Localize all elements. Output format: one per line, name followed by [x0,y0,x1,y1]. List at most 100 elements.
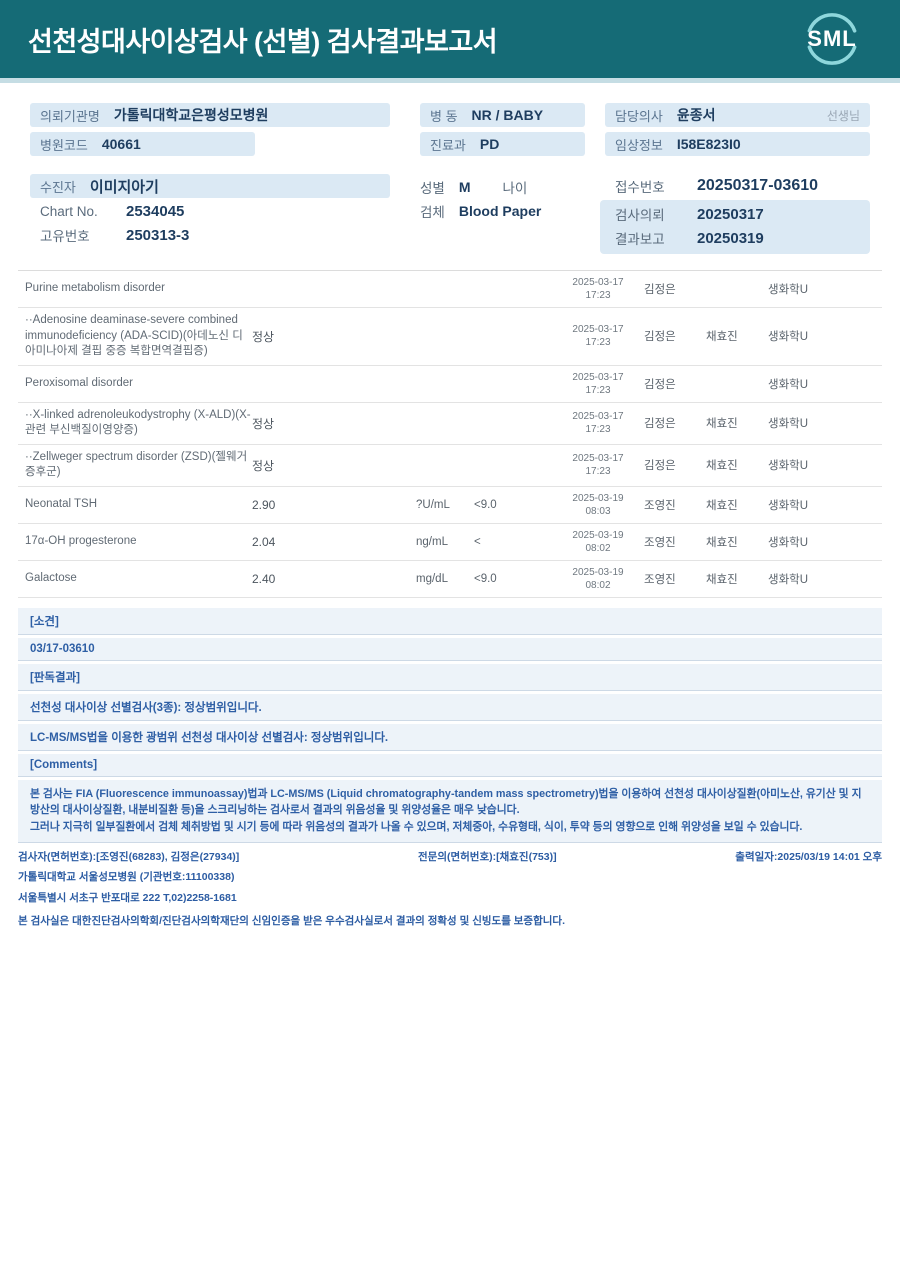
test-datetime: 2025-03-17 17:23 [572,411,624,436]
analyst-name: 조영진 [644,499,676,512]
findings-row: 03/17-03610 [18,637,882,661]
test-name: Neonatal TSH [25,497,98,510]
test-datetime: 2025-03-17 17:23 [572,453,624,478]
specimen-field: 검체 Blood Paper [420,201,541,221]
test-result: 2.40 [252,571,276,586]
attending-doctor-field: 담당의사 윤종서 선생님 [605,103,870,127]
sml-logo-text: SML [807,26,857,51]
field-value: PD [479,136,500,152]
reviewer-name: 채효진 [706,536,738,549]
reviewer-name: 채효진 [706,573,738,586]
test-result: 정상 [252,416,275,431]
report-footer: 검사자(면허번호):[조영진(68283), 김정은(27934)] 전문의(면… [18,849,882,928]
analyst-name: 김정은 [644,378,676,391]
field-value: 이미지아기 [89,178,159,196]
ward-field: 병 동 NR / BABY [420,103,585,127]
chart-no-field: Chart No. 2534045 [40,203,184,220]
sex-value: M [458,179,471,195]
sex-label: 성별 [420,181,445,196]
field-label: 검체 [420,205,445,220]
report-date-field: 결과보고 20250319 [615,228,870,248]
findings-row: LC-MS/MS법을 이용한 광범위 선천성 대사이상 선별검사: 정상범위입니… [18,723,882,751]
test-datetime: 2025-03-19 08:03 [572,492,624,517]
hospital-code-field: 병원코드 40661 [30,132,255,156]
department-name: 생화학U [768,536,809,549]
department-name: 생화학U [768,284,809,296]
sml-logo-arcs [807,13,857,65]
findings-row: 선천성 대사이상 선별검사(3종): 정상범위입니다. [18,693,882,721]
field-value: 가톨릭대학교은평성모병원 [113,107,269,123]
field-label: 병 동 [430,108,458,124]
field-value: Blood Paper [458,203,542,219]
test-name: ··Adenosine deaminase-severe combined im… [25,314,243,358]
department-name: 생화학U [768,460,809,473]
table-row: ··Zellweger spectrum disorder (ZSD)(젤웨거 … [18,445,882,487]
field-label: 임상정보 [615,137,663,153]
test-datetime: 2025-03-17 17:23 [572,371,624,396]
test-datetime: 2025-03-17 17:23 [572,277,624,301]
findings-section: [소견] 03/17-03610 [판독결과] 선천성 대사이상 선별검사(3종): … [18,607,882,843]
field-value: I58E823I0 [676,136,741,152]
field-value: 윤종서 [676,107,716,123]
reviewer-name: 채효진 [706,331,738,344]
report-header: 선천성대사이상검사 (선별) 검사결과보고서 SML [0,0,900,78]
request-report-dates-box: 검사의뢰 20250317 결과보고 20250319 [600,200,870,254]
test-name: Galactose [25,571,77,584]
analyst-name: 김정은 [644,418,676,431]
request-date-field: 검사의뢰 20250317 [615,204,870,224]
test-datetime: 2025-03-19 08:02 [572,566,624,591]
field-label: 병원코드 [40,137,88,153]
field-value: 250313-3 [126,226,190,244]
analyst-name: 김정은 [644,284,676,296]
hospital-address-line: 서울특별시 서초구 반포대로 222 T,02)2258-1681 [18,891,237,904]
table-row: Purine metabolism disorder 2025-03-17 17:2… [18,271,882,308]
test-name: Purine metabolism disorder [25,282,165,295]
reviewer-name: 채효진 [706,418,738,431]
department-name: 생화학U [768,499,809,512]
test-reference: <9.0 [474,498,497,511]
field-value: 40661 [101,136,141,152]
test-result: 2.04 [252,534,276,549]
patient-info-section: 수진자 이미지아기 Chart No. 2534045 고유번호 250313-… [0,174,900,256]
print-date: 출력일자:2025/03/19 14:01 오후 [735,850,882,863]
table-row: Galactose 2.40 mg/dL <9.0 2025-03-19 08:02 조영진… [18,561,882,598]
department-name: 생화학U [768,418,809,431]
test-name: ··Zellweger spectrum disorder (ZSD)(젤웨거 … [25,450,248,479]
comments-paragraph: 본 검사는 FIA (Fluorescence immunoassay)법과 L… [18,779,882,843]
field-label: 검사의뢰 [615,208,665,223]
unique-no-field: 고유번호 250313-3 [40,225,189,245]
sml-logo: SML [800,8,864,70]
field-value: 20250317-03610 [697,177,819,194]
request-info-section: 의뢰기관명 가톨릭대학교은평성모병원 병원코드 40661 병 동 NR / B… [0,103,900,160]
reviewer-name: 채효진 [706,460,738,473]
department-name: 생화학U [768,573,809,586]
footer-signature-line: 검사자(면허번호):[조영진(68283), 김정은(27934)] 전문의(면… [18,849,882,863]
test-unit: ?U/mL [416,498,450,511]
receipt-no-field: 접수번호 20250317-03610 [615,176,818,196]
test-datetime: 2025-03-19 08:02 [572,529,624,554]
doctor-honorific: 선생님 [826,108,860,123]
field-value: 20250317 [697,205,764,223]
findings-row: [소견] [18,607,882,635]
field-label: 고유번호 [40,229,90,244]
field-value: 2534045 [126,203,185,220]
clinical-info-field: 임상정보 I58E823I0 [605,132,870,156]
results-table: Purine metabolism disorder 2025-03-17 17:2… [18,270,882,598]
department-name: 생화학U [768,331,809,344]
table-row: Neonatal TSH 2.90 ?U/mL <9.0 2025-03-19 08:03… [18,487,882,524]
field-label: 수진자 [40,179,76,195]
field-label: 결과보고 [615,232,665,247]
test-result: 정상 [252,329,275,344]
findings-row: [Comments] [18,753,882,777]
test-unit: ng/mL [416,535,448,548]
table-row: Peroxisomal disorder 2025-03-17 17:23 김정은 생화… [18,366,882,403]
department-name: 생화학U [768,378,809,391]
accreditation-line: 본 검사실은 대한진단검사의학회/진단검사의학재단의 신임인증을 받은 우수검사… [18,914,565,927]
field-value: NR / BABY [471,107,544,123]
test-reference: <9.0 [474,572,497,585]
test-name: ··X-linked adrenoleukodystrophy (X-ALD)(… [25,408,251,437]
table-row: ··Adenosine deaminase-severe combined im… [18,308,882,366]
table-row: ··X-linked adrenoleukodystrophy (X-ALD)(… [18,403,882,445]
age-label: 나이 [502,181,528,196]
patient-name-field: 수진자 이미지아기 [30,174,390,198]
